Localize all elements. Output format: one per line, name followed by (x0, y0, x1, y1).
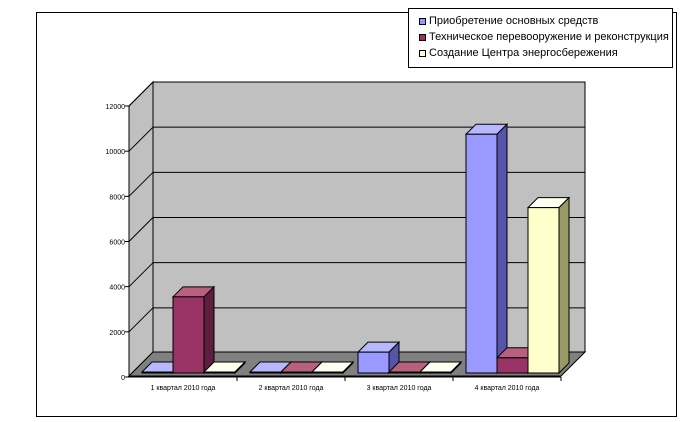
bar-front (280, 371, 313, 374)
gridline-side (128, 262, 154, 288)
legend-swatch-fixed-assets (419, 17, 426, 25)
bars-group (140, 123, 571, 375)
legend: Приобретение основных средств Техническо… (408, 8, 673, 68)
y-tick-label: 8000 (109, 194, 125, 201)
bar-front (172, 296, 205, 374)
bar (310, 360, 355, 375)
y-tick-label: 10000 (106, 149, 126, 156)
gridline-side (128, 81, 154, 107)
gridline-side (128, 126, 154, 152)
x-ticks: 1 квартал 2010 года 2 квартал 2010 года 3 … (151, 377, 562, 392)
y-tick-label: 6000 (109, 240, 125, 247)
legend-swatch-energy-center (419, 49, 426, 57)
legend-label-fixed-assets: Приобретение основных средств (429, 15, 599, 27)
bar (526, 196, 571, 375)
bar (418, 360, 463, 375)
legend-label-energy-center: Создание Центра энергосбережения (429, 47, 618, 59)
y-tick-label: 4000 (109, 285, 125, 292)
bar-side (496, 123, 508, 375)
legend-swatch-reequipment (419, 33, 426, 41)
bar (356, 340, 401, 375)
bar-front (357, 351, 390, 374)
legend-item-energy-center: Создание Центра энергосбережения (419, 45, 672, 61)
x-tick-label: 4 квартал 2010 года (475, 385, 540, 392)
y-tick-label: 2000 (109, 330, 125, 337)
bar (202, 360, 247, 375)
x-tick-label: 1 квартал 2010 года (151, 385, 216, 392)
x-tick-label: 3 квартал 2010 года (367, 385, 432, 392)
legend-item-reequipment: Техническое перевооружение и реконструкц… (419, 29, 672, 45)
bar-front (311, 371, 344, 374)
legend-item-fixed-assets: Приобретение основных средств (419, 13, 672, 29)
gridline-side (128, 171, 154, 197)
bar-front (249, 371, 282, 374)
gridline-side (128, 307, 154, 333)
bar-side (558, 196, 570, 375)
bar-front (496, 357, 529, 374)
bar-front (527, 207, 560, 374)
y-ticks: 0 2000 4000 6000 8000 10000 12000 (106, 104, 129, 382)
bar-side (203, 285, 215, 375)
x-tick-label: 2 квартал 2010 года (259, 385, 324, 392)
gridlines (128, 81, 585, 333)
bar (464, 123, 509, 375)
legend-label-reequipment: Техническое перевооружение и реконструкц… (429, 31, 669, 43)
bar-front (203, 371, 236, 374)
bar-front (141, 371, 174, 374)
y-tick-label: 0 (121, 375, 125, 382)
bar-front (388, 371, 421, 374)
bar (171, 285, 216, 375)
bar-front (465, 133, 498, 374)
y-tick-label: 12000 (106, 104, 126, 111)
gridline-side (128, 217, 154, 242)
bar-front (419, 371, 452, 374)
